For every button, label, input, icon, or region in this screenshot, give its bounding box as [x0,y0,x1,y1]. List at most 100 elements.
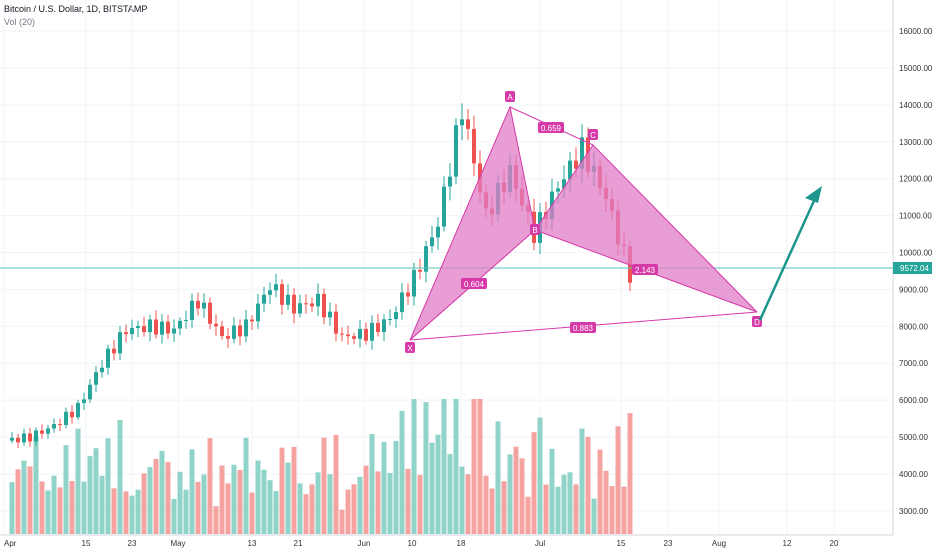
candle-body [310,303,314,307]
time-axis-label: 13 [248,539,257,548]
volume-bar [99,475,105,534]
volume-bar [135,489,141,534]
price-axis-label: 15000.00 [899,64,932,73]
candle-body [52,424,56,429]
candle-body [322,293,326,318]
candle-body [220,326,224,337]
volume-bar [441,399,447,534]
candle-body [142,326,146,333]
volume-bar [63,445,69,534]
candle-body [28,433,32,442]
ratio-badge [570,322,596,333]
candle-body [118,332,122,354]
candle-body [280,284,284,305]
volume-bar [39,481,45,534]
time-axis-label: 15 [617,539,626,548]
projection-arrow[interactable] [758,186,822,321]
volume-bar [249,492,255,534]
candle-body [334,311,338,334]
pattern-point-a: A [507,93,513,102]
volume-bar [219,465,225,534]
volume-bar [189,449,195,534]
candle-body [22,433,26,443]
price-axis-label: 3000.00 [899,507,928,516]
volume-bar [351,484,357,534]
price-axis-label: 10000.00 [899,249,932,258]
arrow-head-icon [805,186,822,203]
candle-body [94,372,98,385]
candle-body [568,160,572,180]
volume-bars [9,399,633,534]
candle-body [388,319,392,321]
volume-bar [291,446,297,534]
candle-body [88,384,92,400]
candle-body [460,119,464,126]
candle-body [130,327,134,335]
volume-bar [45,490,51,534]
candle-body [208,302,212,324]
projection-arrow-line [758,191,820,321]
volume-bar [57,487,63,534]
price-axis-label: 12000.00 [899,175,932,184]
candle-body [424,246,428,272]
volume-bar [537,417,543,534]
volume-bar [111,488,117,534]
volume-bar [9,482,15,534]
time-axis-label: Apr [4,539,17,548]
volume-bar [27,466,33,534]
price-axis[interactable]: 16000.00 15000.00 14000.00 13000.00 12000.00… [899,27,932,516]
candle-body [76,403,80,418]
price-axis-label: 16000.00 [899,27,932,36]
volume-bar [603,470,609,534]
volume-bar [465,474,471,534]
candle-body [148,319,152,333]
volume-bar [117,420,123,534]
candle-body [340,333,344,335]
price-axis-background [893,0,932,550]
volume-bar [141,473,147,534]
candle-body [46,428,50,434]
volume-bar [309,484,315,534]
volume-bar [477,399,483,534]
candle-body [316,293,320,307]
candle-body [34,430,38,442]
candle-body [70,411,74,418]
volume-bar [507,454,513,534]
current-price-badge [893,262,932,274]
price-axis-label: 7000.00 [899,359,928,368]
volume-bar [207,438,213,534]
candle-body [562,179,566,189]
current-price-value: 9572.04 [900,264,929,273]
volume-bar [327,474,333,534]
volume-bar [387,473,393,534]
volume-bar [123,491,129,534]
volume-bar [363,465,369,534]
time-axis-label: 12 [783,539,792,548]
price-axis-label: 11000.00 [899,212,932,221]
candle-body [436,226,440,238]
volume-bar [573,484,579,534]
volume-bar [87,456,93,534]
candle-body [202,302,206,309]
volume-bar [585,436,591,534]
volume-bar [321,437,327,534]
candle-body [64,411,68,426]
candle-body [160,321,164,335]
volume-bar [81,481,87,534]
volume-bar [399,410,405,534]
candle-body [238,325,242,337]
volume-bar [315,472,321,534]
volume-bar [549,448,555,534]
candle-body [112,348,116,354]
time-axis[interactable]: Apr 15 23 May 13 21 Jun 10 18 Jul 15 23 Aug 12 20 [4,539,839,548]
candle-body [10,437,14,441]
candle-body [454,125,458,177]
candle-body [448,176,452,187]
pattern-point-d: D [754,318,760,327]
price-axis-label: 9000.00 [899,285,928,294]
volume-bar [621,486,627,534]
volume-bar [285,462,291,534]
candle-body [16,437,20,443]
candle-body [346,334,350,337]
